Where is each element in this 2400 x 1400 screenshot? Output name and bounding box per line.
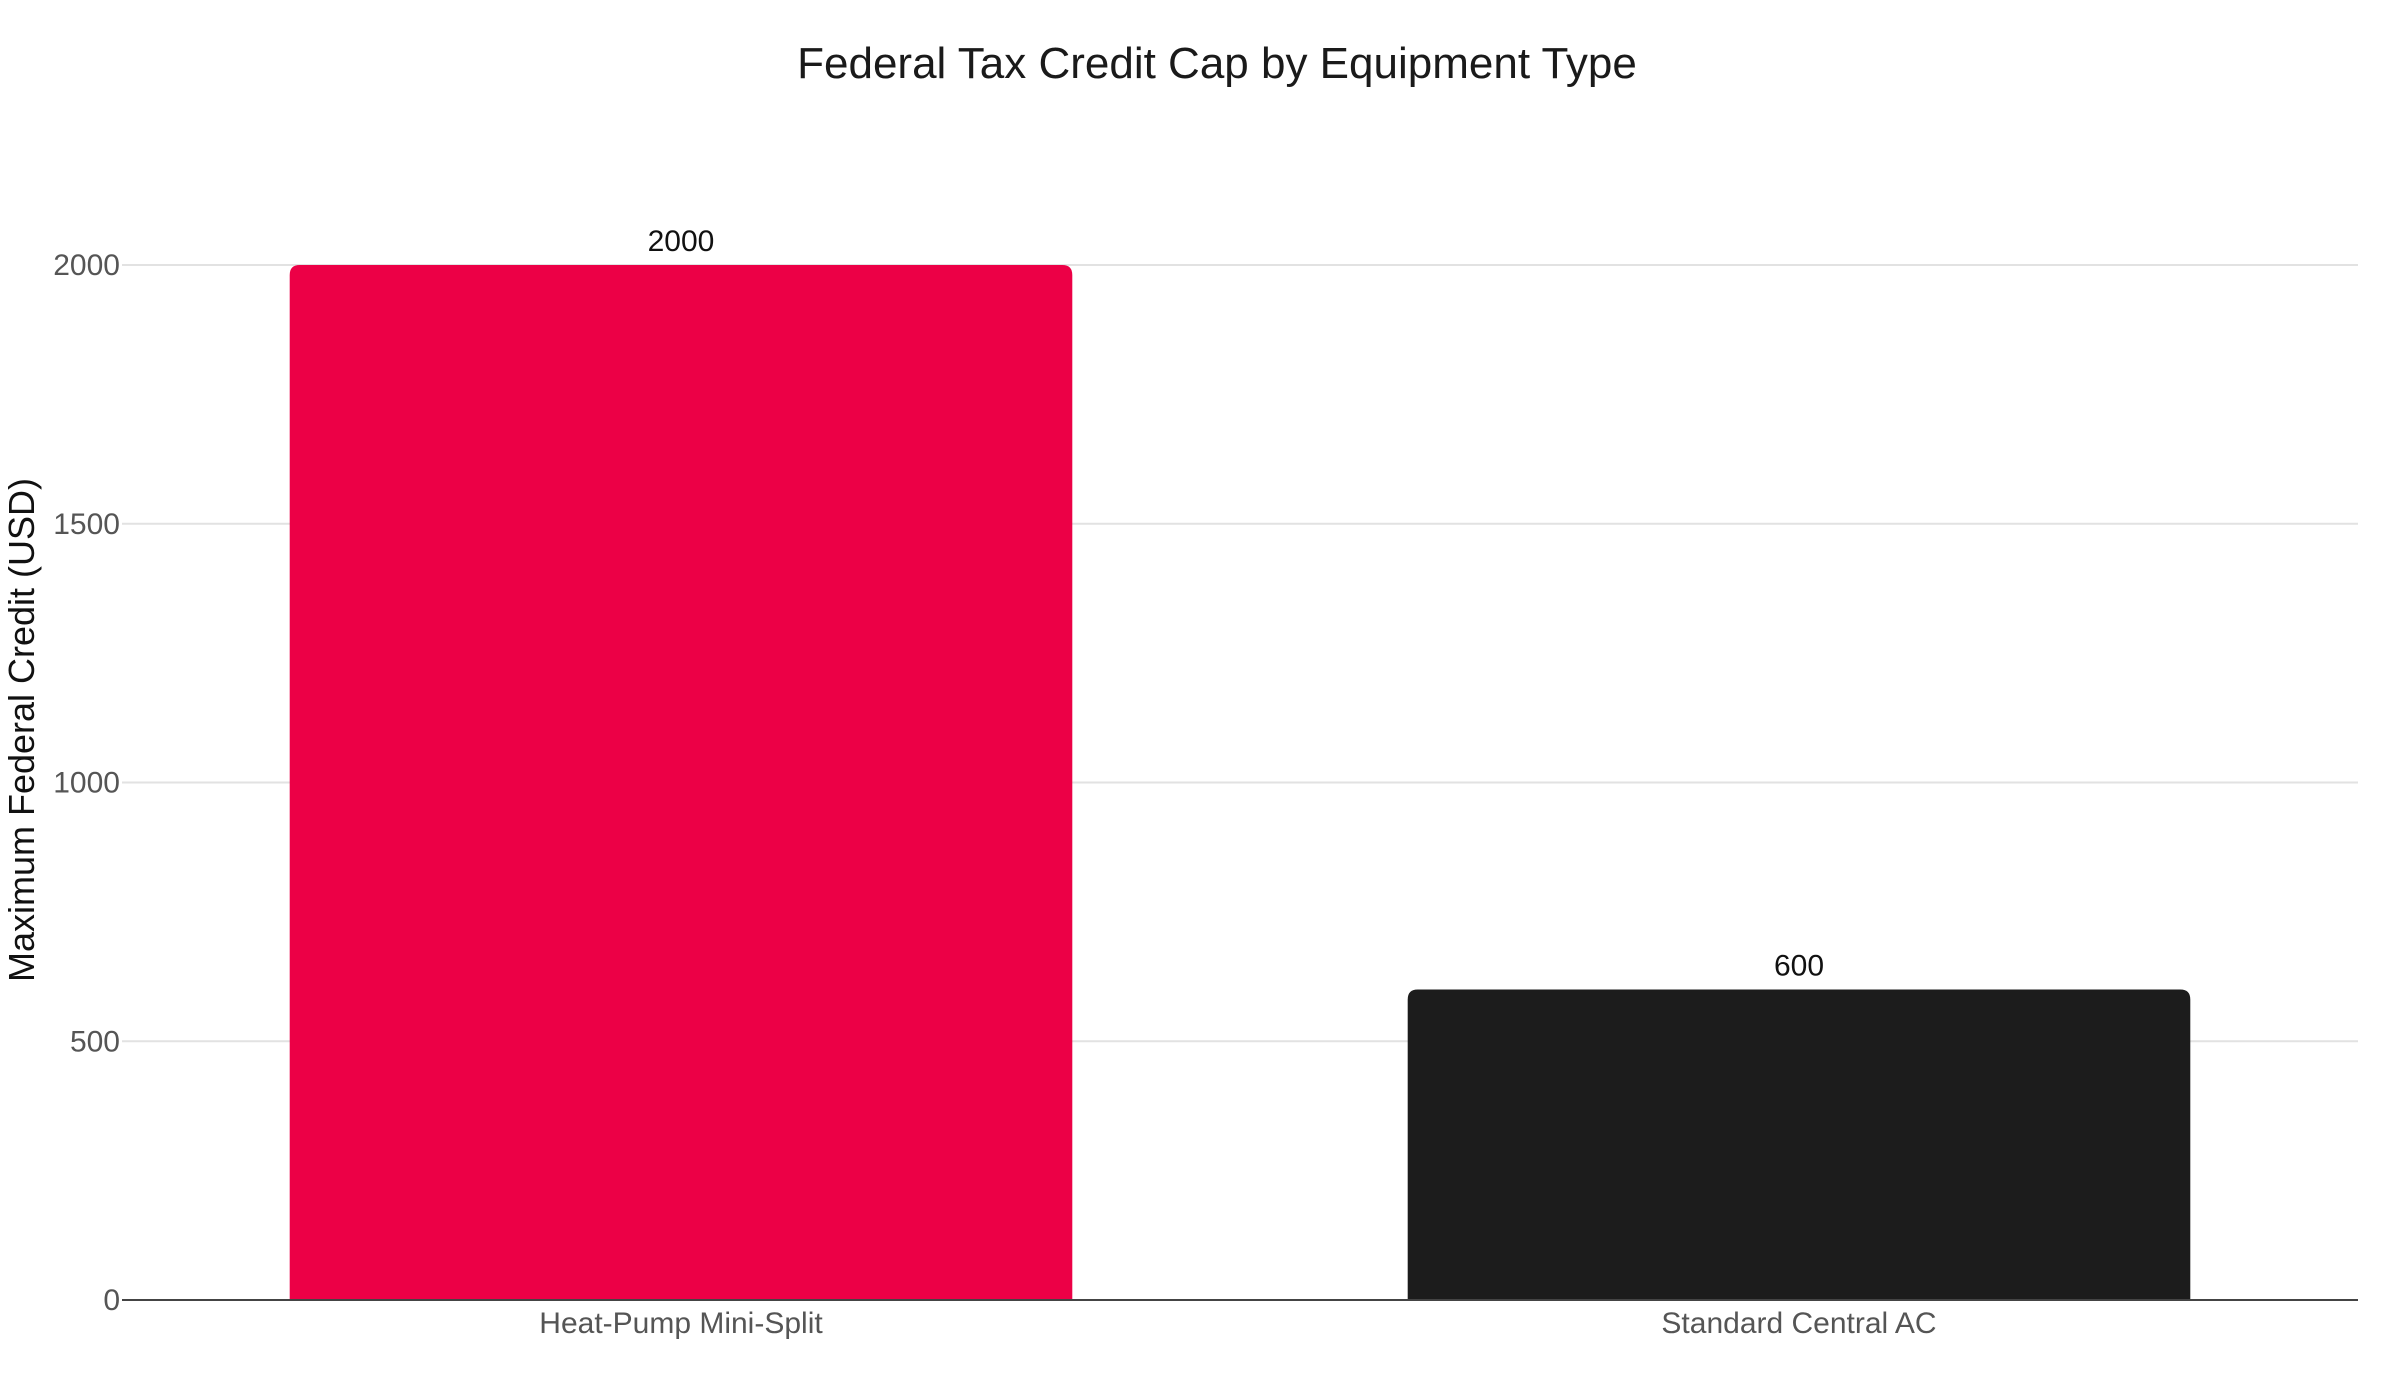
y-tick-label: 2000 — [53, 249, 120, 282]
y-tick-label: 1500 — [53, 508, 120, 541]
bar-heat-pump-mini-split — [289, 265, 1073, 1300]
x-axis-categories: Heat-Pump Mini-Split Standard Central AC — [539, 1307, 1936, 1340]
x-category-label: Heat-Pump Mini-Split — [539, 1307, 823, 1340]
chart-title: Federal Tax Credit Cap by Equipment Type — [797, 39, 1637, 88]
y-axis-ticks: 0 500 1000 1500 2000 — [53, 249, 120, 1317]
y-axis-title: Maximum Federal Credit (USD) — [1, 478, 42, 982]
bars — [289, 265, 2191, 1300]
bar-standard-central-ac — [1407, 989, 2191, 1300]
bar-value-label: 2000 — [648, 225, 715, 258]
y-tick-label: 500 — [70, 1025, 120, 1058]
y-tick-label: 1000 — [53, 767, 120, 800]
x-category-label: Standard Central AC — [1661, 1307, 1936, 1340]
bar-value-label: 600 — [1774, 950, 1824, 983]
y-tick-label: 0 — [103, 1284, 120, 1317]
data-labels: 2000 600 — [648, 225, 1824, 983]
